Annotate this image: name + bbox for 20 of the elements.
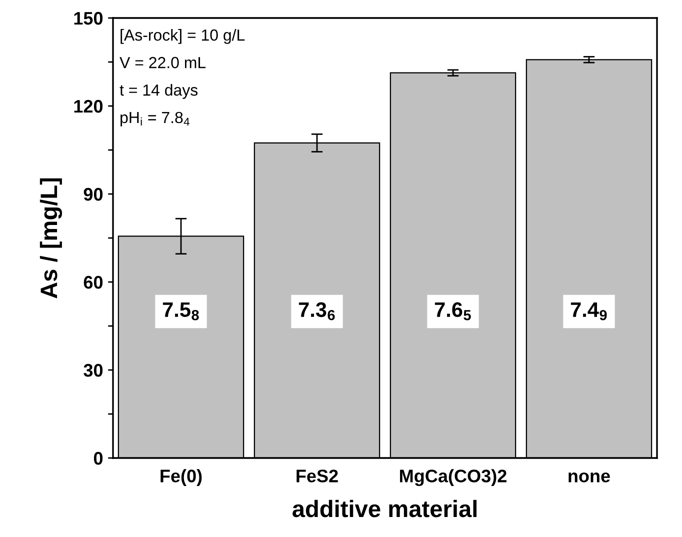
y-tick-label: 60	[84, 276, 103, 289]
x-axis-title: additive material	[292, 500, 477, 518]
annotation: 7.6$_{5}$	[434, 302, 471, 320]
annotation: 7.4$_{9}$	[570, 302, 607, 320]
y-tick-label: 150	[74, 12, 103, 25]
x-tick-label: MgCa(CO3)2	[400, 469, 506, 486]
y-tick-label: 30	[84, 364, 103, 377]
annotation: t = 14 days	[120, 84, 198, 99]
x-tick-label: Fe(0)	[160, 469, 202, 486]
y-tick-label: 120	[74, 100, 103, 113]
annotation: [As-rock] = 10 g/L	[120, 29, 245, 44]
annotation: pH$_{i}$ = 7.8$_{4}$	[120, 112, 190, 126]
y-axis-title: As / [mg/L]	[40, 178, 62, 298]
x-tick-label: FeS2	[296, 470, 338, 482]
annotation: V = 22.0 mL	[120, 56, 206, 68]
y-tick-label: 90	[84, 188, 103, 201]
x-tick-label: none	[568, 472, 610, 482]
annotation: 7.3$_{6}$	[298, 302, 335, 320]
y-tick-label: 0	[94, 452, 103, 465]
annotation: 7.5$_{8}$	[162, 302, 199, 320]
